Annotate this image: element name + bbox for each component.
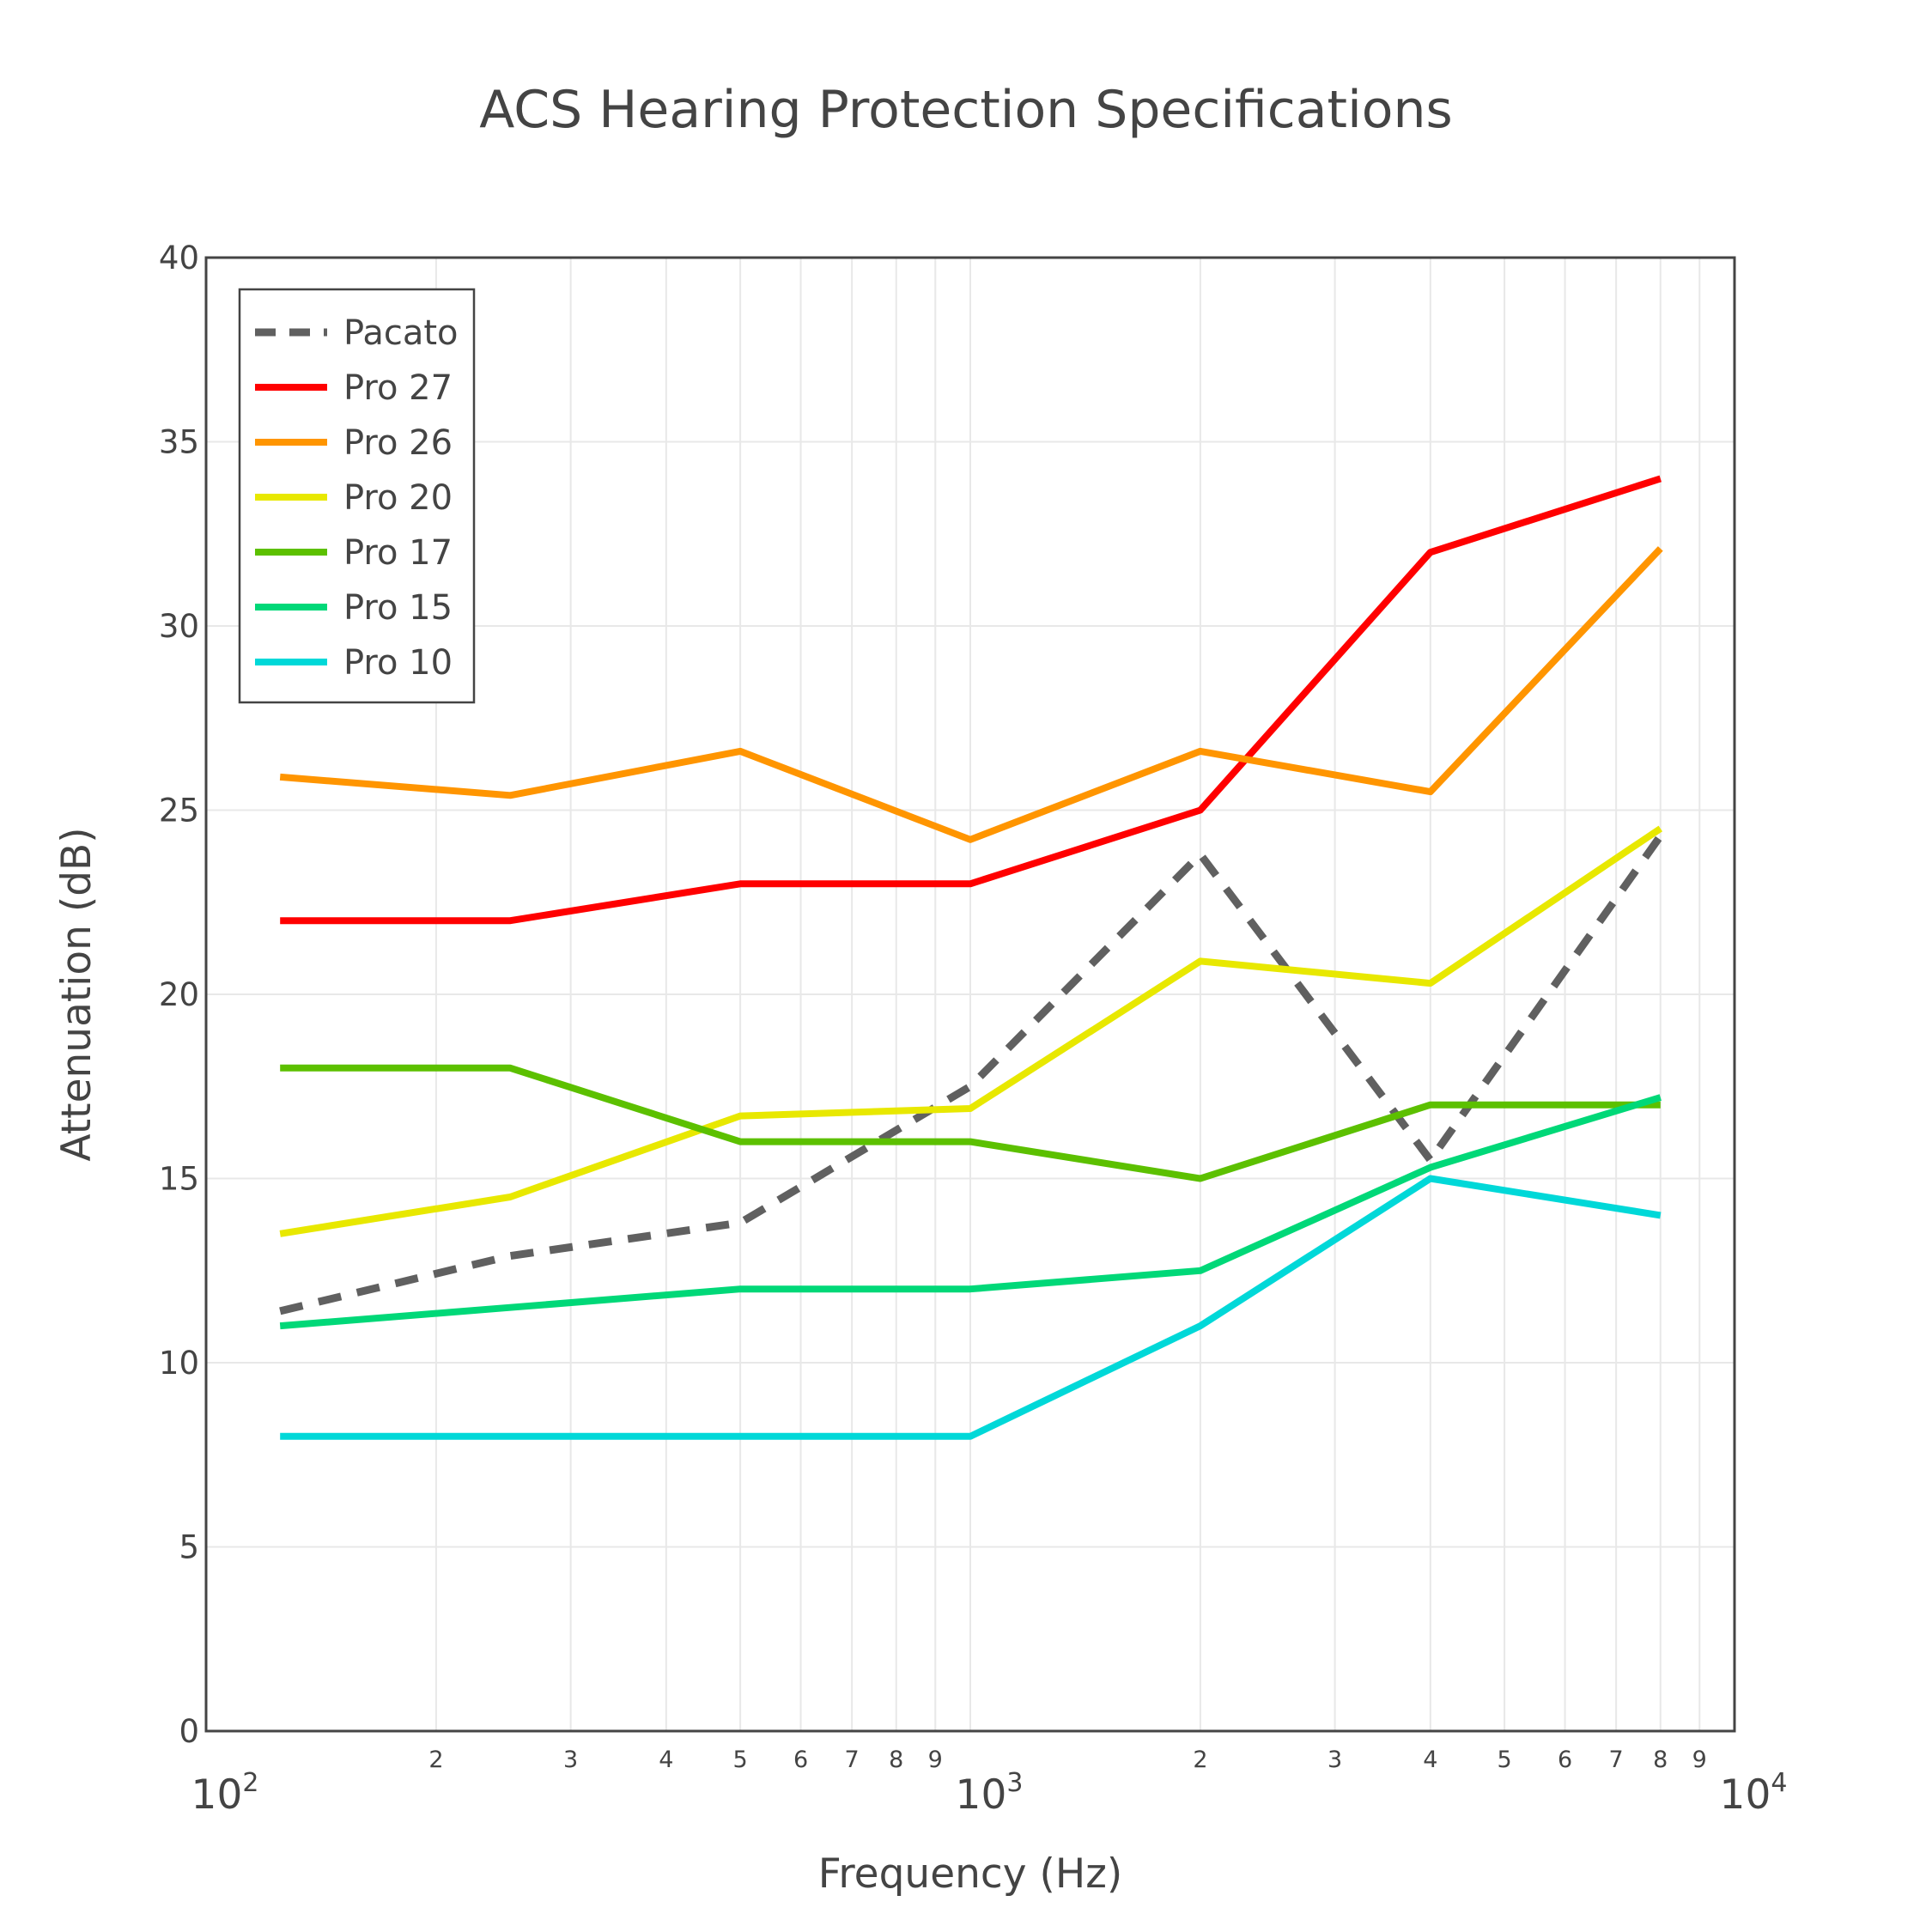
y-tick-label: 5 bbox=[179, 1529, 199, 1566]
y-tick-label: 0 bbox=[179, 1713, 199, 1750]
x-major-tick-base: 10 bbox=[191, 1771, 243, 1819]
legend-label: Pacato bbox=[343, 313, 459, 353]
x-minor-tick-label: 3 bbox=[1327, 1747, 1342, 1773]
legend-label: Pro 20 bbox=[343, 478, 453, 518]
legend-label: Pro 17 bbox=[343, 533, 453, 573]
y-tick-label: 10 bbox=[159, 1345, 199, 1382]
y-tick-label: 35 bbox=[159, 424, 199, 461]
series-lines bbox=[279, 475, 1664, 1440]
y-tick-label: 25 bbox=[159, 793, 199, 829]
x-minor-tick-label: 3 bbox=[563, 1747, 578, 1773]
series-line-pro-17 bbox=[280, 1064, 1661, 1182]
series-line-pro-20 bbox=[279, 825, 1663, 1237]
grid bbox=[205, 257, 1735, 1732]
plot-frame bbox=[204, 256, 1736, 1733]
y-tick-label: 15 bbox=[159, 1161, 199, 1198]
x-axis-label: Frequency (Hz) bbox=[818, 1850, 1122, 1898]
legend-label: Pro 27 bbox=[343, 368, 453, 408]
x-minor-tick-label: 8 bbox=[1653, 1747, 1668, 1773]
legend: Pacato Pro 27 Pro 26 Pro 20 Pro 17 Pro 15 Pro … bbox=[238, 288, 476, 704]
x-major-tick-label: 103 bbox=[956, 1768, 1024, 1819]
x-major-tick-label: 102 bbox=[191, 1768, 259, 1819]
x-minor-tick-label: 8 bbox=[889, 1747, 903, 1773]
x-major-tick-base: 10 bbox=[956, 1771, 1007, 1819]
x-minor-tick-label: 2 bbox=[1193, 1747, 1207, 1773]
y-axis-label: Attenuation (dB) bbox=[53, 827, 100, 1161]
y-tick-label: 20 bbox=[159, 976, 199, 1013]
x-major-tick-exponent: 2 bbox=[242, 1768, 258, 1798]
x-minor-tick-label: 6 bbox=[1558, 1747, 1572, 1773]
x-minor-tick-label: 6 bbox=[793, 1747, 808, 1773]
series-line-pro-10 bbox=[280, 1175, 1662, 1440]
legend-label: Pro 10 bbox=[343, 643, 453, 683]
x-minor-tick-label: 2 bbox=[428, 1747, 443, 1773]
legend-label: Pro 26 bbox=[343, 423, 453, 463]
x-minor-tick-label: 9 bbox=[928, 1747, 943, 1773]
legend-label: Pro 15 bbox=[343, 588, 453, 628]
y-tick-label: 40 bbox=[159, 240, 199, 276]
x-minor-tick-label: 4 bbox=[659, 1747, 673, 1773]
legend-box bbox=[238, 288, 476, 704]
x-minor-tick-label: 9 bbox=[1692, 1747, 1707, 1773]
series-line-pro-26 bbox=[279, 546, 1663, 843]
x-minor-tick-label: 4 bbox=[1423, 1747, 1437, 1773]
y-axis-ticks: 0 5 10 15 20 25 30 35 40 bbox=[159, 240, 199, 1750]
y-tick-label: 30 bbox=[159, 608, 199, 645]
x-minor-tick-label: 5 bbox=[1497, 1747, 1511, 1773]
x-minor-tick-label: 5 bbox=[732, 1747, 747, 1773]
x-major-tick-base: 10 bbox=[1720, 1771, 1771, 1819]
series-line-pro-27 bbox=[280, 475, 1662, 925]
x-minor-tick-label: 7 bbox=[845, 1747, 860, 1773]
series-line-pro-15 bbox=[279, 1094, 1662, 1330]
x-major-tick-label: 104 bbox=[1720, 1768, 1788, 1819]
x-major-tick-exponent: 4 bbox=[1771, 1768, 1787, 1798]
chart-title: ACS Hearing Protection Specifications bbox=[479, 80, 1452, 140]
x-major-tick-exponent: 3 bbox=[1006, 1768, 1023, 1798]
x-minor-tick-label: 7 bbox=[1609, 1747, 1624, 1773]
